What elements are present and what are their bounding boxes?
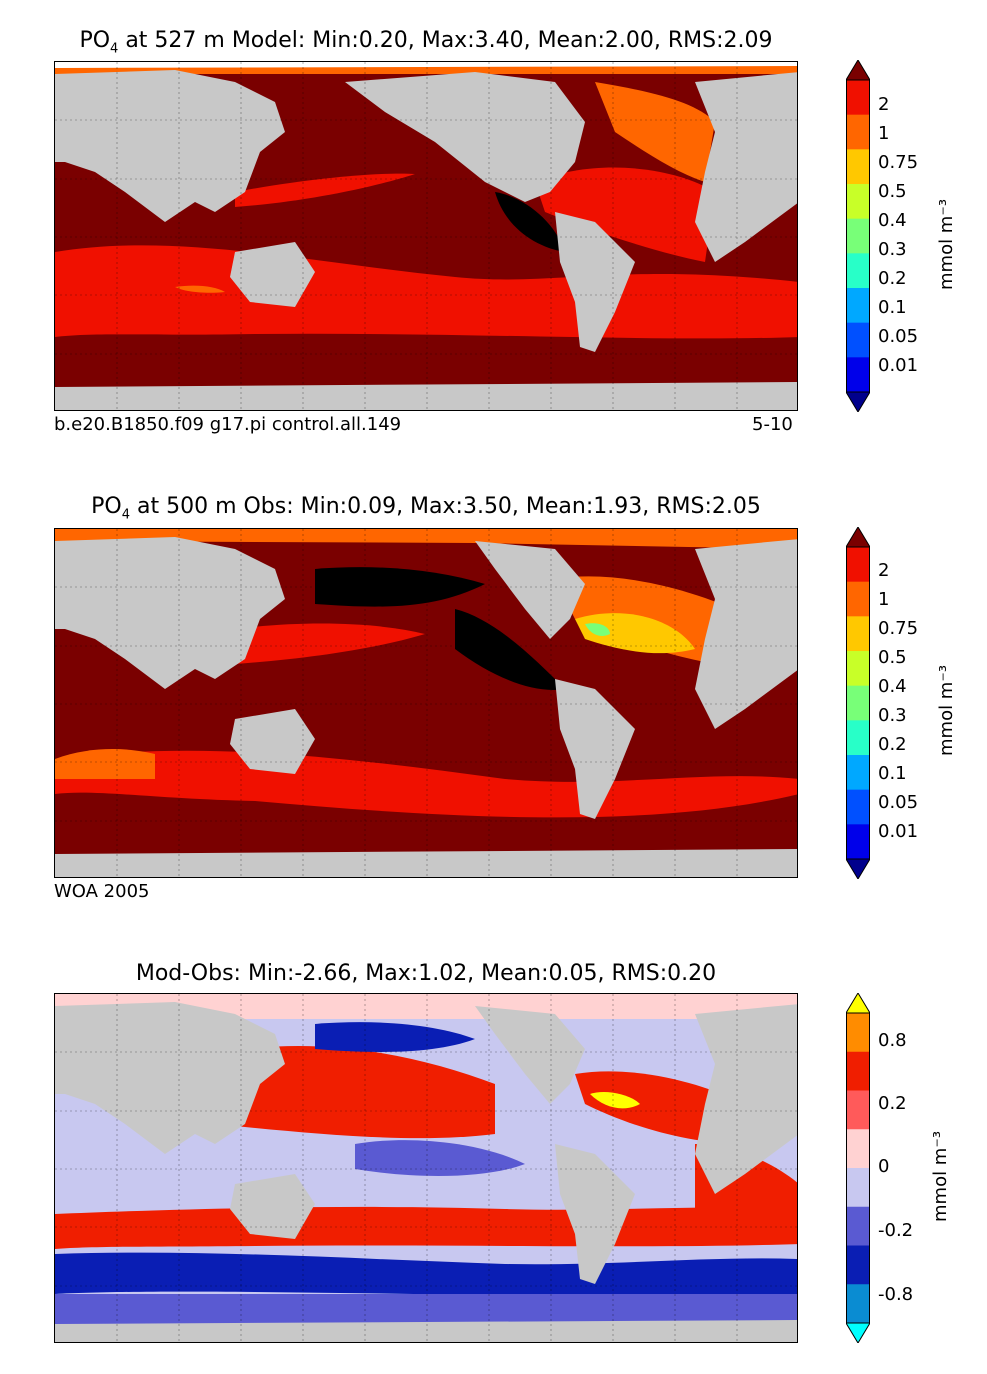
colorbar-segment [846, 80, 870, 116]
colorbar-cap-top [846, 993, 870, 1014]
colorbar-frame [846, 1012, 870, 1324]
colorbar-segment [846, 1051, 870, 1091]
footer-right: 5-10 [752, 414, 793, 435]
colorbar-tick: 0.5 [878, 181, 907, 202]
colorbar-frame [846, 79, 870, 393]
colorbar-segment [846, 651, 870, 687]
colorbar-tick: -0.8 [878, 1284, 914, 1305]
colorbar-tick: 0.1 [878, 763, 907, 784]
colorbar-segment [846, 218, 870, 254]
map-diff [54, 993, 798, 1343]
colorbar-tick: 0 [878, 1156, 890, 1177]
colorbar-tick: 0.3 [878, 705, 907, 726]
colorbar-tick: -0.2 [878, 1220, 914, 1241]
colorbar-segment [846, 1168, 870, 1208]
colorbar-segment [846, 547, 870, 583]
colorbar-segment [846, 1245, 870, 1285]
colorbar-segment [846, 755, 870, 791]
colorbar-tick: 0.3 [878, 239, 907, 260]
colorbar-cap-bottom [846, 858, 870, 879]
colorbar-tick: 0.05 [878, 326, 919, 347]
colorbar-frame [846, 546, 870, 860]
colorbar-segment [846, 1013, 870, 1053]
colorbar-segment [846, 1090, 870, 1130]
colorbar-tick: 0.01 [878, 821, 919, 842]
colorbar-segment [846, 322, 870, 358]
colorbar-segment [846, 824, 870, 860]
colorbar [846, 993, 870, 1343]
colorbar-tick: 0.8 [878, 1030, 907, 1051]
panel-title: Mod-Obs: Min:-2.66, Max:1.02, Mean:0.05,… [135, 961, 717, 986]
colorbar-tick: 2 [878, 94, 890, 115]
colorbar-tick: 0.2 [878, 734, 907, 755]
colorbar-segment [846, 184, 870, 220]
colorbar-segment [846, 720, 870, 756]
footer-left: WOA 2005 [54, 881, 150, 902]
map-model [54, 61, 798, 411]
map-obs [54, 528, 798, 878]
colorbar-tick: 0.5 [878, 647, 907, 668]
colorbar-tick: 0.05 [878, 792, 919, 813]
colorbar-units: mmol m⁻³ [930, 1130, 951, 1222]
colorbar-segment [846, 1206, 870, 1246]
colorbar-tick: 0.4 [878, 210, 907, 231]
panel-title: PO4 at 527 m Model: Min:0.20, Max:3.40, … [79, 28, 773, 57]
colorbar-segment [846, 616, 870, 652]
colorbar-segment [846, 685, 870, 721]
footer-left: b.e20.B1850.f09 g17.pi control.all.149 [54, 414, 402, 435]
colorbar-segment [846, 1284, 870, 1324]
colorbar-segment [846, 288, 870, 324]
colorbar-tick: 0.75 [878, 618, 919, 639]
colorbar-tick: 1 [878, 589, 890, 610]
colorbar-segment [846, 581, 870, 617]
colorbar-cap-bottom [846, 1322, 870, 1343]
colorbar-units: mmol m⁻³ [936, 198, 957, 290]
colorbar-tick: 0.75 [878, 152, 919, 173]
colorbar-tick: 0.01 [878, 355, 919, 376]
colorbar-tick: 0.4 [878, 676, 907, 697]
colorbar-tick: 0.2 [878, 268, 907, 289]
colorbar-segment [846, 1129, 870, 1169]
colorbar-units: mmol m⁻³ [936, 664, 957, 756]
colorbar-tick: 0.2 [878, 1093, 907, 1114]
colorbar [846, 60, 870, 412]
colorbar-segment [846, 149, 870, 185]
colorbar-segment [846, 114, 870, 150]
colorbar-segment [846, 789, 870, 825]
colorbar-tick: 2 [878, 560, 890, 581]
colorbar-tick: 0.1 [878, 297, 907, 318]
colorbar-segment [846, 253, 870, 289]
colorbar-segment [846, 357, 870, 393]
colorbar-cap-top [846, 60, 870, 81]
colorbar [846, 527, 870, 879]
colorbar-tick: 1 [878, 123, 890, 144]
colorbar-cap-top [846, 527, 870, 548]
colorbar-cap-bottom [846, 391, 870, 412]
panel-title: PO4 at 500 m Obs: Min:0.09, Max:3.50, Me… [91, 494, 761, 523]
